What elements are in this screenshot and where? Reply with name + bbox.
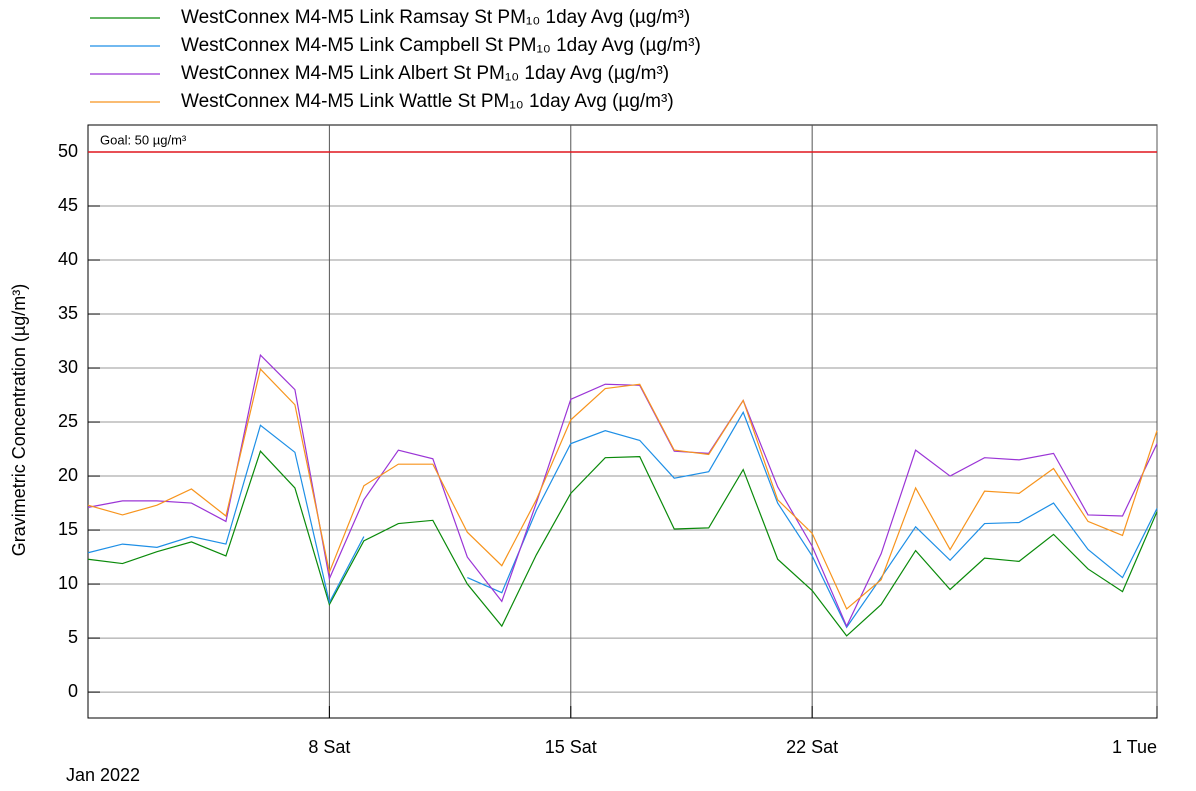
y-tick-label: 5 [68, 627, 78, 647]
legend-label: WestConnex M4-M5 Link Ramsay St PM₁₀ 1da… [181, 7, 690, 28]
y-tick-label: 30 [58, 357, 78, 377]
series-line [87, 353, 1158, 628]
legend-label: WestConnex M4-M5 Link Albert St PM₁₀ 1da… [181, 63, 669, 84]
x-axis-label: Jan 2022 [66, 765, 140, 785]
x-tick-label: 15 Sat [545, 737, 597, 757]
y-tick-label: 45 [58, 195, 78, 215]
y-tick-label: 35 [58, 303, 78, 323]
plot-area [87, 124, 1158, 719]
y-tick-label: 0 [68, 681, 78, 701]
x-tick-label: 1 Tue [1112, 737, 1157, 757]
y-tick-label: 10 [58, 573, 78, 593]
series-line [87, 410, 1158, 629]
x-tick-label: 22 Sat [786, 737, 838, 757]
y-tick-label: 15 [58, 519, 78, 539]
series-line [87, 367, 1158, 610]
y-tick-label: 25 [58, 411, 78, 431]
goal-label: Goal: 50 µg/m³ [100, 132, 187, 147]
y-tick-label: 20 [58, 465, 78, 485]
x-tick-label: 8 Sat [308, 737, 350, 757]
y-tick-label: 40 [58, 249, 78, 269]
y-tick-label: 50 [58, 141, 78, 161]
legend-label: WestConnex M4-M5 Link Wattle St PM₁₀ 1da… [181, 91, 674, 112]
legend-label: WestConnex M4-M5 Link Campbell St PM₁₀ 1… [181, 35, 701, 56]
series-line [87, 450, 1158, 637]
y-axis-label: Gravimetric Concentration (µg/m³) [9, 284, 29, 556]
